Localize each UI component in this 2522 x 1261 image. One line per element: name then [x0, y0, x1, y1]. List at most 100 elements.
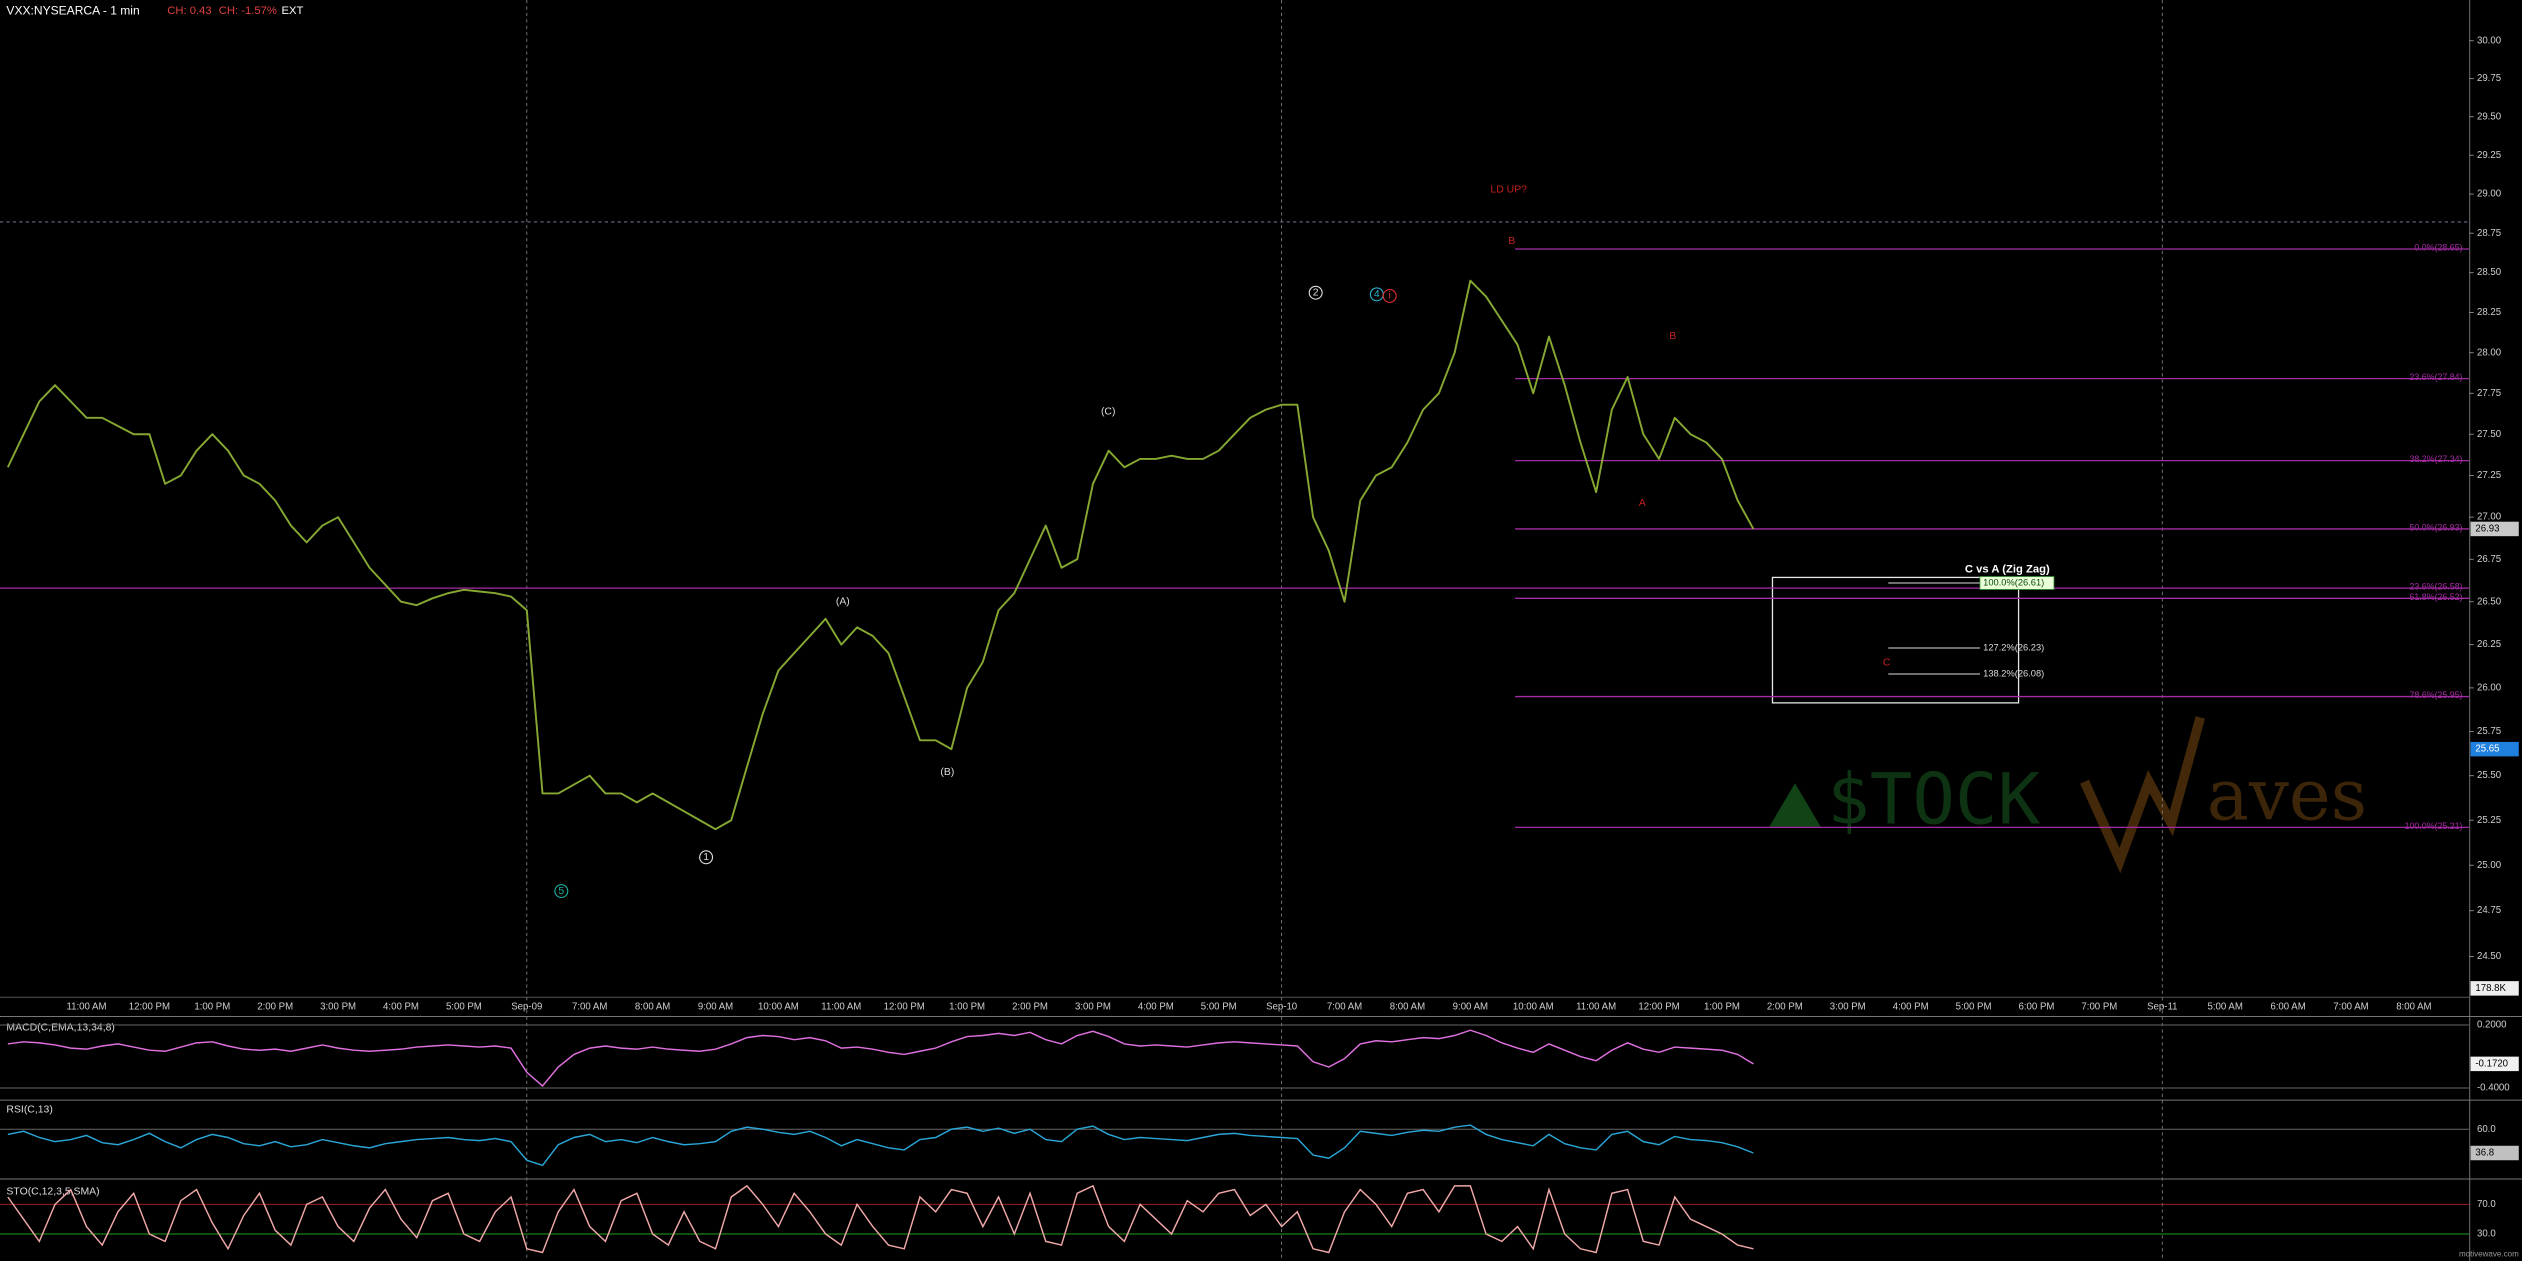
wave-label: 5 — [558, 886, 564, 897]
x-tick-label: 4:00 PM — [1138, 1001, 1174, 1012]
wave-label: (A) — [836, 596, 850, 607]
x-tick-label: 12:00 PM — [1638, 1001, 1679, 1012]
fib-label: 78.6%(25.95) — [2409, 690, 2462, 700]
wave-circle — [554, 884, 569, 899]
wave-circle — [1308, 285, 1323, 300]
fib-label: 23.6%(26.58) — [2409, 582, 2462, 592]
x-tick-label: 3:00 PM — [1830, 1001, 1866, 1012]
wave-circle — [1382, 288, 1397, 303]
y-tick-label: 25.00 — [2477, 860, 2501, 871]
x-tick-label: 7:00 AM — [1327, 1001, 1362, 1012]
indicator-line — [7, 1124, 1754, 1167]
volume-badge — [2470, 981, 2519, 996]
indicator-line — [7, 1029, 1754, 1087]
volume-badge-label: 178.8K — [2475, 983, 2506, 994]
x-tick-label: 8:00 AM — [1390, 1001, 1425, 1012]
x-tick-label: 6:00 AM — [2270, 1001, 2305, 1012]
y-tick-label: 29.50 — [2477, 111, 2501, 122]
y-tick-label: 27.25 — [2477, 470, 2501, 481]
fib-label: 38.2%(27.34) — [2409, 454, 2462, 464]
wave-label: 1 — [703, 852, 709, 863]
x-tick-label: 5:00 AM — [2207, 1001, 2242, 1012]
indicator-tick-label: 60.0 — [2477, 1124, 2496, 1135]
y-tick-label: 24.50 — [2477, 951, 2501, 962]
y-tick-label: 25.25 — [2477, 815, 2501, 826]
indicator-tick-label: -0.4000 — [2477, 1083, 2510, 1094]
wave-label: C — [1883, 657, 1891, 668]
y-tick-label: 27.00 — [2477, 512, 2501, 523]
y-tick-label: 29.25 — [2477, 150, 2501, 161]
fib-label: 50.0%(26.93) — [2409, 522, 2462, 532]
y-tick-label: 26.25 — [2477, 639, 2501, 650]
x-tick-label: 3:00 PM — [1075, 1001, 1111, 1012]
watermark-right: aves — [2207, 753, 2367, 836]
price-line — [6, 279, 1755, 831]
source: motivewave.com — [2459, 1250, 2519, 1259]
price-badge-label: 25.65 — [2475, 744, 2499, 755]
indicator-badge-label: -0.1720 — [2475, 1058, 2508, 1069]
y-tick-label: 28.25 — [2477, 307, 2501, 318]
x-tick-label: 4:00 PM — [1893, 1001, 1929, 1012]
zigzag-label: 100.0%(26.61) — [1983, 577, 2044, 587]
y-tick-label: 27.50 — [2477, 429, 2501, 440]
x-tick-label: 7:00 AM — [2333, 1001, 2368, 1012]
x-tick-label: 9:00 AM — [1453, 1001, 1488, 1012]
x-tick-label: 11:00 AM — [1576, 1001, 1616, 1012]
wave-label: i — [1389, 291, 1391, 302]
fib-label: 61.8%(26.52) — [2409, 592, 2462, 602]
indicator-badge — [2470, 1056, 2519, 1072]
watermark-left: $TOCK — [1827, 758, 2040, 841]
y-tick-label: 25.75 — [2477, 726, 2501, 737]
x-tick-label: 10:00 AM — [758, 1001, 799, 1012]
indicator-badge-label: 36.8 — [2475, 1148, 2494, 1159]
session: EXT — [281, 5, 303, 17]
change: CH: 0.43 — [167, 5, 211, 17]
x-tick-label: 1:00 PM — [194, 1001, 230, 1012]
x-tick-label: 5:00 PM — [1201, 1001, 1237, 1012]
y-tick-label: 29.75 — [2477, 73, 2501, 84]
indicator-line — [7, 1184, 1754, 1254]
price-badge — [2470, 521, 2519, 537]
x-tick-label: Sep-10 — [1266, 1001, 1297, 1012]
change-percent: CH: -1.57% — [219, 5, 277, 17]
y-tick-label: 28.75 — [2477, 228, 2501, 239]
wave-label: (B) — [940, 767, 954, 778]
price-badge-label: 26.93 — [2475, 523, 2499, 534]
zigzag-title: C vs A (Zig Zag) — [1965, 563, 2050, 575]
x-tick-label: 7:00 PM — [2081, 1001, 2117, 1012]
wave-label: A — [1639, 498, 1646, 509]
x-tick-label: 8:00 AM — [635, 1001, 670, 1012]
price-badge — [2470, 741, 2519, 757]
fib-label: 23.6%(27.84) — [2409, 372, 2462, 382]
x-tick-label: Sep-11 — [2147, 1001, 2177, 1012]
x-tick-label: 2:00 PM — [1012, 1001, 1048, 1012]
x-tick-label: 4:00 PM — [383, 1001, 419, 1012]
x-tick-label: 6:00 PM — [2019, 1001, 2055, 1012]
wave-label: (C) — [1101, 407, 1116, 418]
x-tick-label: 2:00 PM — [257, 1001, 293, 1012]
x-tick-label: 12:00 PM — [884, 1001, 925, 1012]
chart-title: VXX:NYSEARCA - 1 min — [6, 3, 139, 17]
wave-label: 4 — [1374, 289, 1380, 300]
wave-label: 2 — [1313, 287, 1319, 298]
y-tick-label: 29.00 — [2477, 189, 2501, 200]
watermark-w — [2080, 716, 2205, 874]
x-tick-label: 12:00 PM — [129, 1001, 170, 1012]
watermark-triangle — [1769, 783, 1821, 827]
wave-label: B — [1669, 331, 1676, 342]
x-tick-label: 1:00 PM — [949, 1001, 985, 1012]
x-tick-label: 9:00 AM — [698, 1001, 733, 1012]
y-tick-label: 24.75 — [2477, 905, 2501, 916]
y-tick-label: 25.50 — [2477, 770, 2501, 781]
wave-label: LD UP? — [1490, 185, 1527, 196]
wave-label: B — [1508, 236, 1515, 247]
y-tick-label: 28.50 — [2477, 267, 2501, 278]
indicator-title: STO(C,12,3,5,SMA) — [6, 1187, 99, 1198]
y-tick-label: 30.00 — [2477, 35, 2501, 46]
x-tick-label: 7:00 AM — [572, 1001, 607, 1012]
zigzag-label: 127.2%(26.23) — [1983, 643, 2044, 653]
y-tick-label: 26.00 — [2477, 682, 2501, 693]
